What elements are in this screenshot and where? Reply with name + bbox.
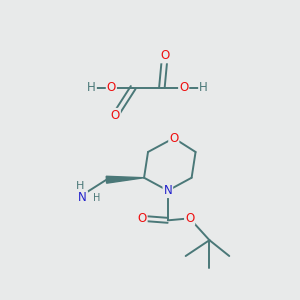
Text: H: H xyxy=(76,181,84,191)
Text: O: O xyxy=(179,81,188,94)
Polygon shape xyxy=(106,176,144,183)
Text: O: O xyxy=(169,132,178,145)
Text: N: N xyxy=(164,184,172,197)
Text: O: O xyxy=(111,109,120,122)
Text: O: O xyxy=(137,212,147,225)
Text: H: H xyxy=(87,81,96,94)
Text: O: O xyxy=(107,81,116,94)
Text: H: H xyxy=(199,81,208,94)
Text: O: O xyxy=(185,212,194,225)
Text: H: H xyxy=(92,193,100,202)
Text: O: O xyxy=(160,50,170,62)
Text: N: N xyxy=(78,191,87,204)
